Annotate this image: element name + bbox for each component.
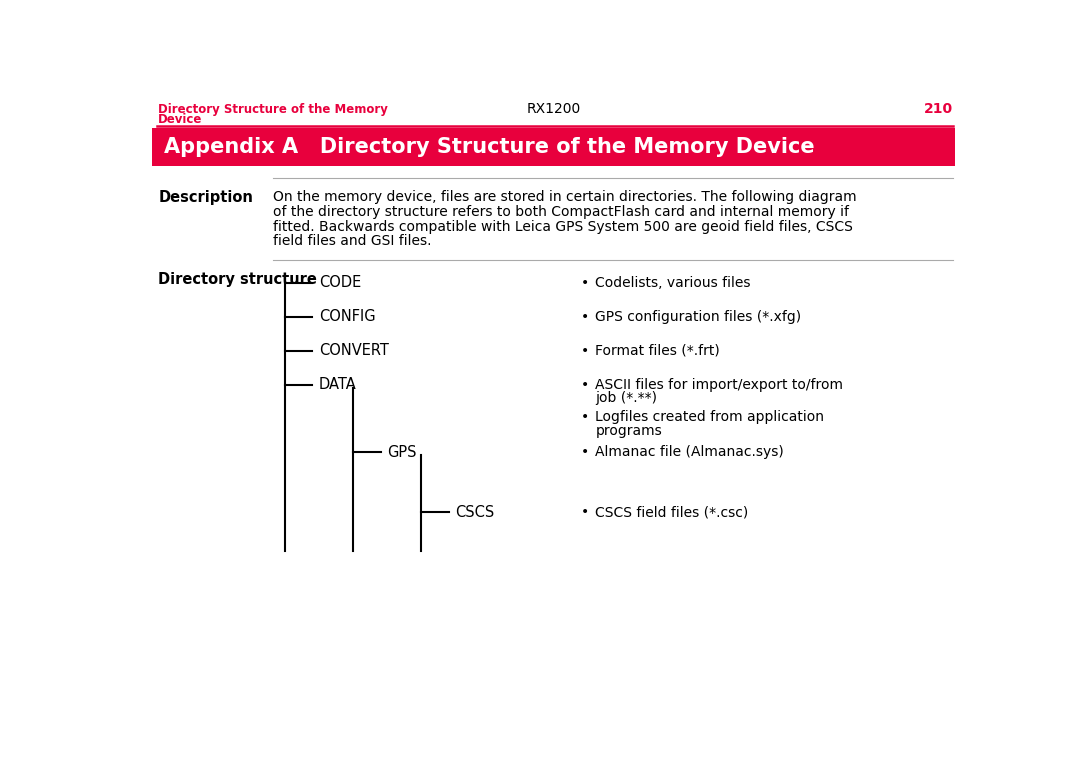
Text: CONVERT: CONVERT (319, 343, 389, 358)
Text: field files and GSI files.: field files and GSI files. (273, 234, 431, 248)
Text: of the directory structure refers to both CompactFlash card and internal memory : of the directory structure refers to bot… (273, 205, 849, 219)
Text: Description: Description (159, 191, 253, 205)
Text: Format files (*.frt): Format files (*.frt) (595, 344, 720, 358)
Text: •: • (581, 378, 589, 391)
Text: CSCS: CSCS (455, 505, 495, 520)
Text: CSCS field files (*.csc): CSCS field files (*.csc) (595, 506, 748, 519)
Text: Logfiles created from application: Logfiles created from application (595, 410, 824, 424)
Text: Directory Structure of the Memory: Directory Structure of the Memory (159, 103, 388, 116)
Text: •: • (581, 309, 589, 324)
Text: Directory structure: Directory structure (159, 272, 318, 287)
Text: •: • (581, 276, 589, 290)
Text: DATA: DATA (319, 377, 356, 392)
Text: programs: programs (595, 424, 662, 437)
Bar (152, 128, 955, 166)
Text: fitted. Backwards compatible with Leica GPS System 500 are geoid field files, CS: fitted. Backwards compatible with Leica … (273, 220, 853, 234)
Text: Almanac file (Almanac.sys): Almanac file (Almanac.sys) (595, 445, 784, 460)
Text: •: • (581, 445, 589, 460)
Text: 210: 210 (923, 102, 953, 116)
Text: Appendix A   Directory Structure of the Memory Device: Appendix A Directory Structure of the Me… (164, 137, 815, 157)
Text: •: • (581, 410, 589, 424)
Text: ASCII files for import/export to/from: ASCII files for import/export to/from (595, 378, 843, 391)
Text: CODE: CODE (319, 276, 361, 290)
Text: Device: Device (159, 113, 203, 126)
Text: Codelists, various files: Codelists, various files (595, 276, 751, 290)
Text: job (*.**): job (*.**) (595, 391, 658, 405)
Text: GPS configuration files (*.xfg): GPS configuration files (*.xfg) (595, 309, 801, 324)
Text: •: • (581, 506, 589, 519)
Text: CONFIG: CONFIG (319, 309, 376, 324)
Text: •: • (581, 344, 589, 358)
Text: GPS: GPS (387, 445, 417, 460)
Text: RX1200: RX1200 (526, 102, 581, 116)
Text: On the memory device, files are stored in certain directories. The following dia: On the memory device, files are stored i… (273, 191, 856, 205)
